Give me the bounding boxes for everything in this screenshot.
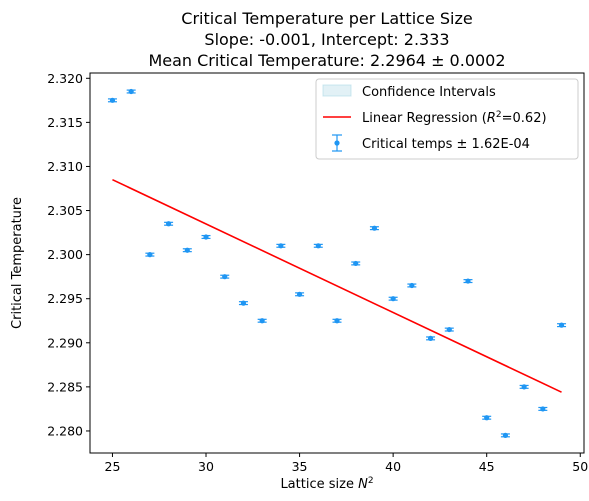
data-point xyxy=(519,384,529,390)
data-point xyxy=(238,300,248,306)
point-marker xyxy=(502,432,509,438)
data-point xyxy=(500,432,510,438)
point-marker xyxy=(409,282,415,289)
data-point xyxy=(351,260,361,267)
point-marker xyxy=(240,300,247,306)
point-marker xyxy=(371,225,378,231)
point-marker xyxy=(165,221,172,227)
y-tick-label: 2.295 xyxy=(47,291,83,306)
data-point xyxy=(276,243,286,249)
x-tick-label: 30 xyxy=(198,459,214,474)
x-tick-label: 40 xyxy=(385,459,401,474)
legend-swatch-confidence xyxy=(322,84,352,97)
regression-line-layer xyxy=(112,178,562,393)
point-marker xyxy=(446,326,452,333)
x-axis-label: Lattice size N2 xyxy=(280,476,373,492)
y-tick-label: 2.320 xyxy=(47,71,83,86)
point-marker xyxy=(222,274,228,280)
y-tick-label: 2.280 xyxy=(47,423,83,438)
x-tick-label: 35 xyxy=(292,459,308,474)
title-line-3: Mean Critical Temperature: 2.2964 ± 0.00… xyxy=(148,51,505,70)
title-line-2: Slope: -0.001, Intercept: 2.333 xyxy=(204,30,449,49)
point-marker xyxy=(558,322,565,328)
data-point xyxy=(220,274,230,280)
data-point xyxy=(463,278,473,284)
data-point xyxy=(126,88,136,95)
y-axis-label: Critical Temperature xyxy=(10,197,25,329)
y-axis: 2.280 2.285 2.290 2.295 2.300 2.305 2.310 2.315… xyxy=(47,71,90,438)
regression-line xyxy=(112,178,562,393)
data-point xyxy=(182,247,192,253)
point-marker xyxy=(540,406,546,412)
point-marker xyxy=(484,415,490,421)
data-point xyxy=(557,322,567,328)
data-point xyxy=(538,406,548,412)
data-point xyxy=(295,291,305,297)
legend-swatch-errorbar xyxy=(332,134,342,152)
y-tick-label: 2.315 xyxy=(47,115,83,130)
data-point xyxy=(107,97,117,103)
plot-area-frame xyxy=(89,72,585,454)
legend-label-confidence: Confidence Intervals xyxy=(362,85,496,100)
point-marker xyxy=(390,296,396,302)
data-point xyxy=(388,296,398,302)
point-marker xyxy=(147,252,153,258)
chart-title: Critical Temperature per Lattice Size Sl… xyxy=(148,9,505,70)
data-point xyxy=(369,225,379,231)
data-point xyxy=(201,234,211,240)
data-points-layer xyxy=(107,88,567,438)
y-tick-label: 2.305 xyxy=(47,203,83,218)
data-point xyxy=(482,415,492,421)
legend: Confidence Intervals Linear Regression (… xyxy=(315,78,579,160)
data-point xyxy=(164,221,174,227)
y-tick-label: 2.290 xyxy=(47,335,83,350)
data-point xyxy=(444,326,454,333)
y-tick-label: 2.310 xyxy=(47,159,83,174)
data-point xyxy=(407,282,417,289)
point-marker xyxy=(109,97,116,103)
point-marker xyxy=(203,234,209,240)
data-point xyxy=(426,335,436,341)
data-point xyxy=(332,318,342,324)
point-marker xyxy=(259,318,265,324)
data-point xyxy=(145,252,155,258)
x-axis: 25 30 35 40 45 50 xyxy=(105,453,588,474)
point-marker xyxy=(334,318,340,324)
y-tick-label: 2.285 xyxy=(47,379,83,394)
point-marker xyxy=(427,335,434,341)
point-marker xyxy=(184,247,190,253)
data-point xyxy=(257,318,267,324)
point-marker xyxy=(278,243,284,249)
point-marker xyxy=(465,278,471,284)
data-point xyxy=(313,243,323,249)
point-marker xyxy=(521,384,527,390)
x-tick-label: 50 xyxy=(572,459,588,474)
point-marker xyxy=(296,291,303,297)
title-line-1: Critical Temperature per Lattice Size xyxy=(181,9,472,28)
point-marker xyxy=(353,260,359,267)
x-tick-label: 45 xyxy=(479,459,495,474)
legend-label-regression: Linear Regression (R2=0.62) xyxy=(362,110,547,126)
point-marker xyxy=(315,243,321,249)
y-tick-label: 2.300 xyxy=(47,247,83,262)
legend-box xyxy=(315,78,579,160)
x-tick-label: 25 xyxy=(105,459,121,474)
point-marker xyxy=(128,88,134,95)
legend-label-errorbar: Critical temps ± 1.62E-04 xyxy=(362,137,530,152)
